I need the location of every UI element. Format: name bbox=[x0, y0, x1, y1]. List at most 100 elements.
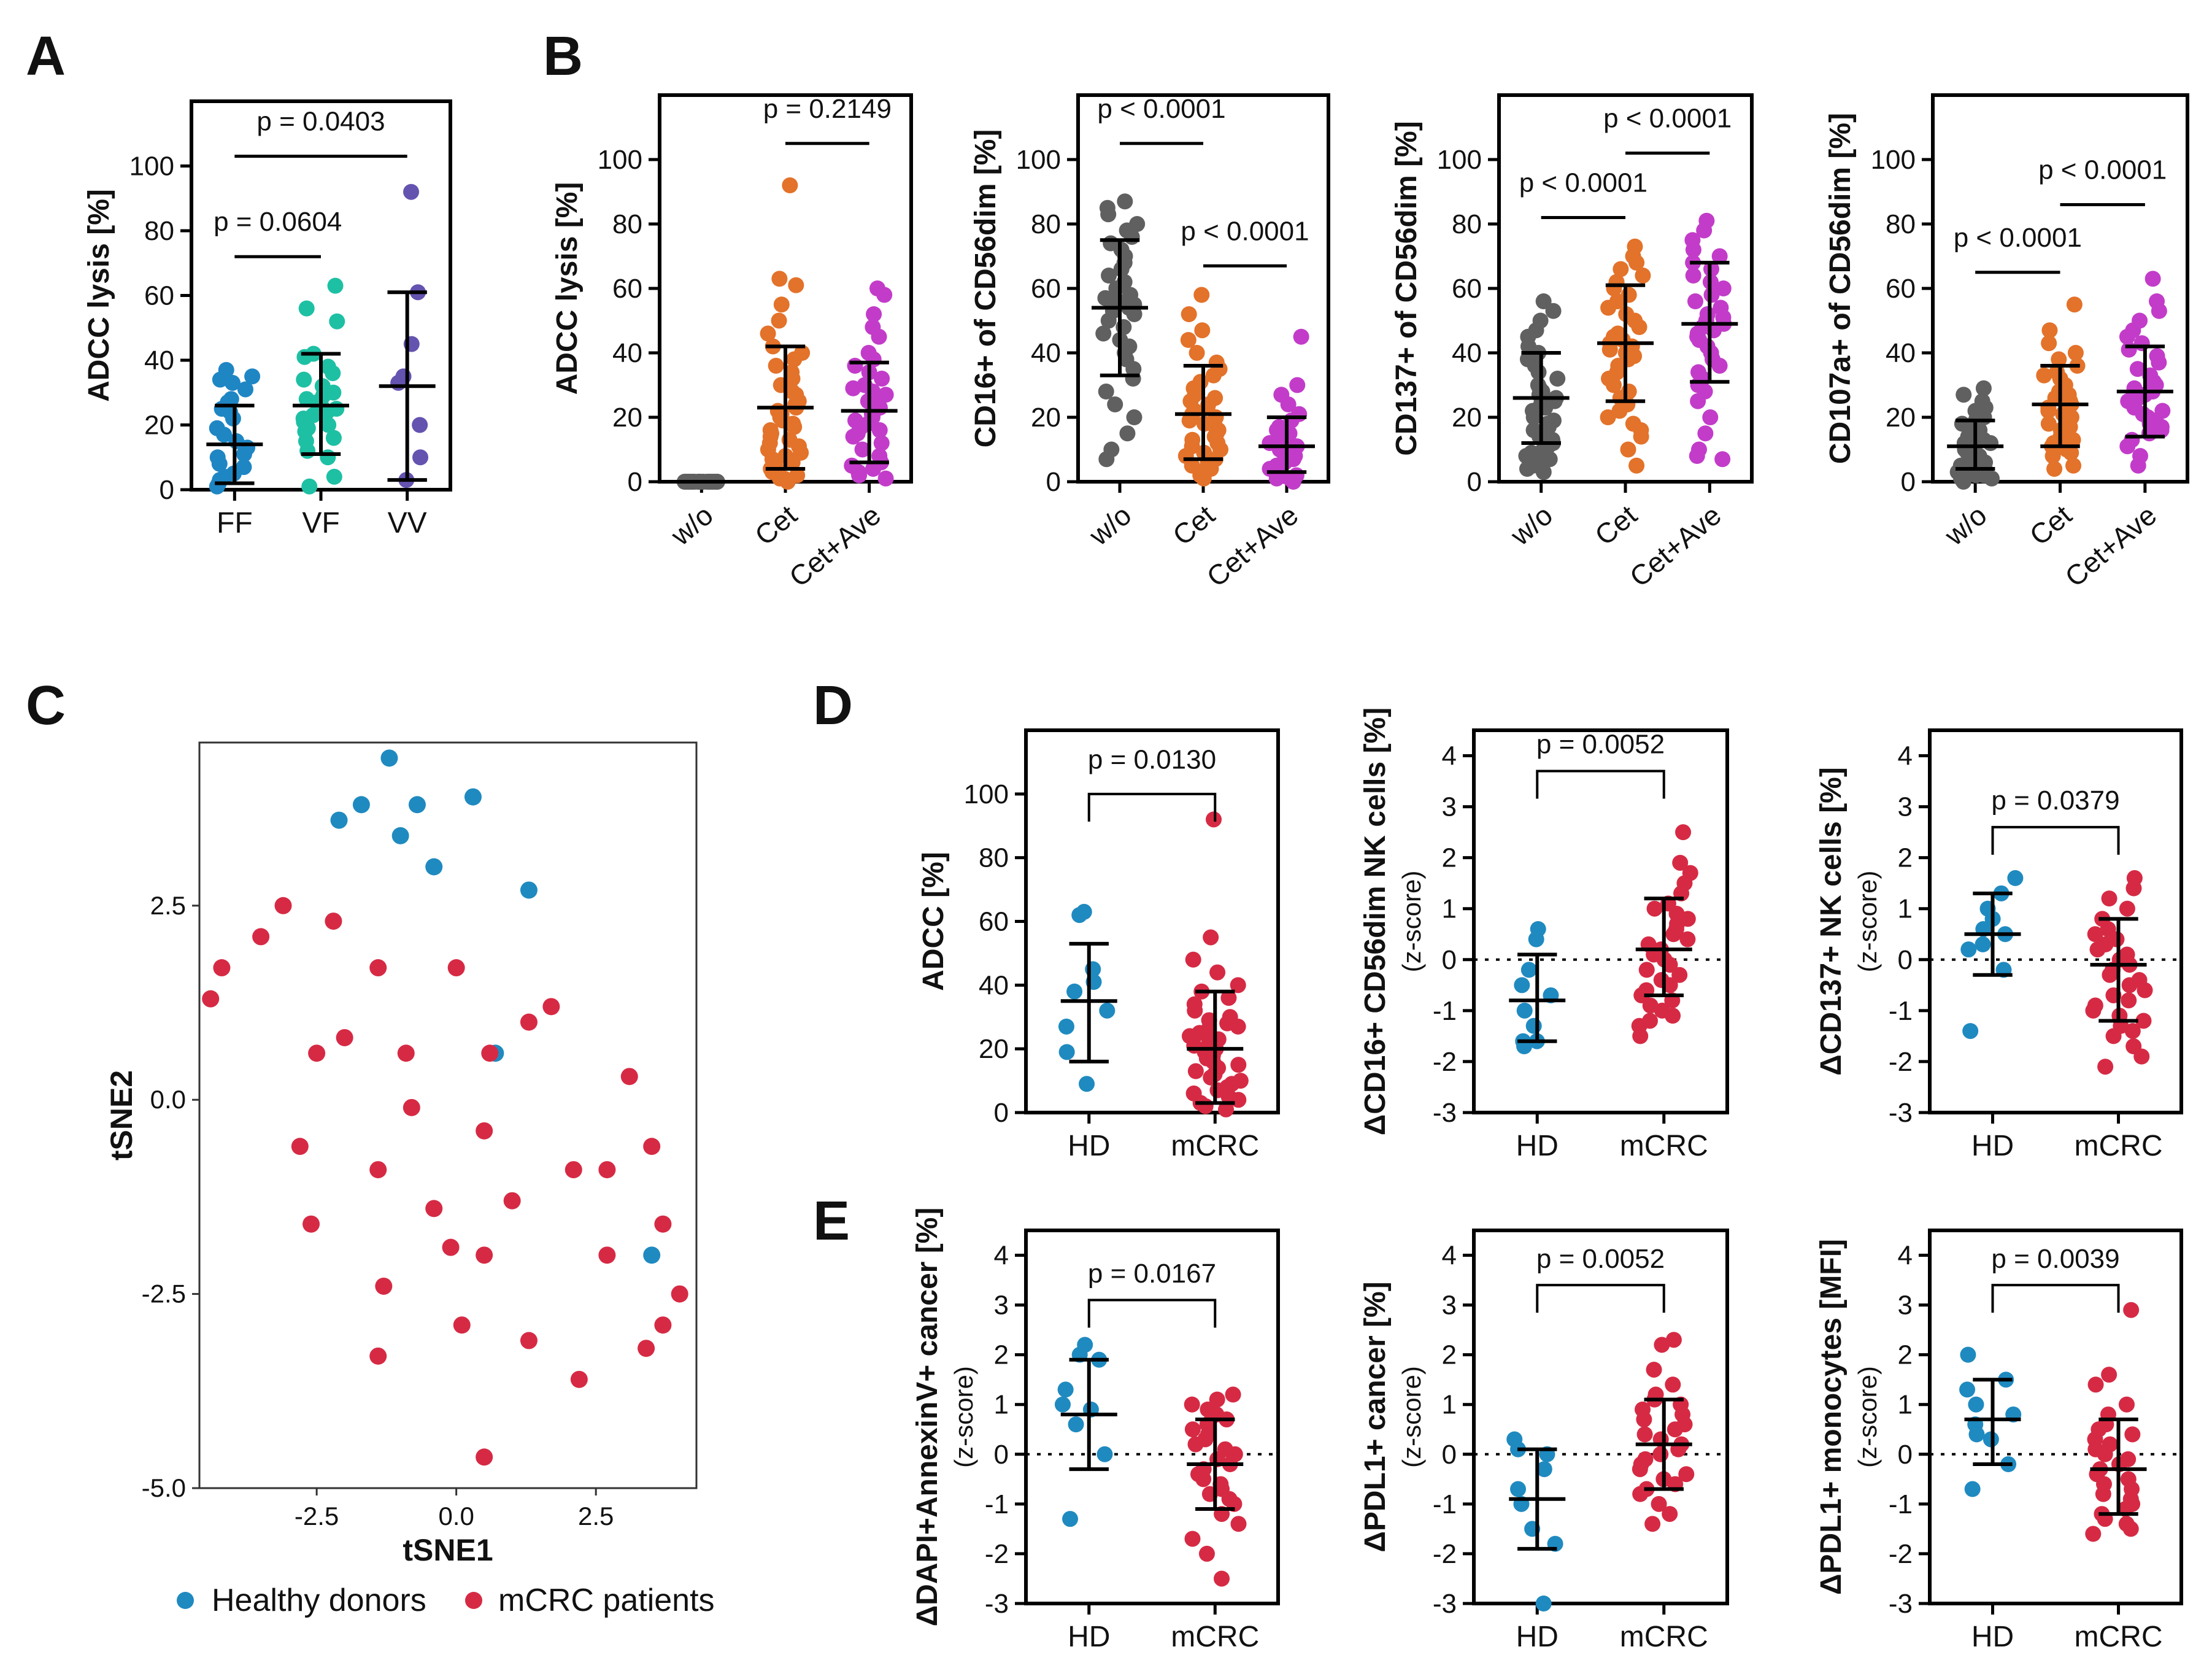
y-tick-label: 3 bbox=[994, 1291, 1009, 1321]
data-point bbox=[865, 461, 882, 477]
data-point bbox=[1665, 1332, 1682, 1348]
data-point bbox=[403, 1098, 420, 1116]
data-point bbox=[2119, 900, 2135, 917]
data-point bbox=[1519, 461, 1535, 477]
p-value-label: p = 0.0130 bbox=[1088, 744, 1216, 774]
y-axis-label: tSNE2 bbox=[104, 1070, 139, 1160]
y-tick-label: 100 bbox=[1871, 145, 1916, 175]
y-tick-label: 20 bbox=[612, 403, 642, 433]
data-point bbox=[453, 1316, 471, 1334]
x-tick-label: Cet+Ave bbox=[783, 499, 887, 593]
y-axis-label: ΔPDL1+ monocytes [MFI] bbox=[1815, 1239, 1848, 1595]
series-mCRC bbox=[202, 897, 688, 1466]
data-point bbox=[1620, 441, 1636, 458]
y-axis-label: ΔCD137+ NK cells [%] bbox=[1815, 767, 1848, 1076]
y-tick-label: 0 bbox=[1442, 1440, 1457, 1470]
data-point bbox=[520, 1332, 538, 1349]
y-axis-label: CD107a+ of CD56dim [%] bbox=[1824, 113, 1857, 464]
data-point bbox=[1715, 280, 1732, 296]
data-point bbox=[320, 417, 337, 433]
y-tick-label: 60 bbox=[144, 281, 174, 311]
data-point bbox=[786, 419, 803, 435]
data-point bbox=[1685, 268, 1701, 284]
y-tick-label: 2 bbox=[1442, 1340, 1457, 1370]
x-tick-label: Cet+Ave bbox=[2059, 499, 2162, 593]
y-tick-label: 20 bbox=[979, 1034, 1009, 1064]
data-point bbox=[1536, 1461, 1552, 1478]
data-point bbox=[2153, 422, 2170, 438]
x-tick-label: w/o bbox=[1504, 499, 1559, 552]
data-point bbox=[1198, 1545, 1215, 1562]
data-point bbox=[1054, 1396, 1071, 1413]
y-tick-label: 0 bbox=[1467, 467, 1482, 497]
y-tick-label: 80 bbox=[1452, 209, 1482, 239]
data-point bbox=[1525, 1017, 1542, 1034]
y-tick-label: 20 bbox=[1031, 403, 1061, 433]
data-point bbox=[871, 328, 887, 345]
data-point bbox=[598, 1161, 616, 1179]
data-point bbox=[1230, 1018, 1246, 1035]
significance-bracket bbox=[1536, 770, 1665, 799]
group-HD bbox=[1514, 920, 1559, 1055]
data-point bbox=[212, 371, 228, 388]
data-point bbox=[2041, 322, 2058, 339]
data-point bbox=[1983, 435, 1999, 451]
data-point bbox=[1117, 193, 1133, 210]
data-point bbox=[1549, 371, 1566, 387]
data-point bbox=[2125, 880, 2142, 897]
chart-D2: -3 -2 -1 0 1 2 3 4 ΔCD16+ CD56dim NK cells [%] (z… bbox=[1359, 708, 1729, 1162]
y-tick-label: 0.0 bbox=[150, 1085, 186, 1114]
chart-E2: -3 -2 -1 0 1 2 3 4 ΔPDL1+ cancer [%] (z-score) HD m… bbox=[1359, 1229, 1729, 1653]
data-point bbox=[1955, 474, 1971, 490]
y-tick-label: 3 bbox=[1898, 792, 1913, 822]
data-point bbox=[871, 422, 888, 438]
p-value-label: p < 0.0001 bbox=[1181, 216, 1309, 246]
data-point bbox=[369, 1161, 387, 1179]
data-point bbox=[1654, 1337, 1670, 1353]
y-tick-label: -3 bbox=[1889, 1589, 1913, 1619]
y-tick-label: 1 bbox=[1442, 894, 1457, 924]
data-point bbox=[2087, 1376, 2104, 1393]
data-point bbox=[1197, 1098, 1214, 1114]
data-point bbox=[1184, 1421, 1201, 1438]
group-mCRC bbox=[1631, 824, 1698, 1044]
y-tick-label: 60 bbox=[1452, 274, 1482, 304]
data-point bbox=[866, 306, 882, 322]
data-point bbox=[2066, 296, 2083, 313]
x-tick-label: Cet bbox=[1166, 499, 1220, 552]
p-value-label: p = 0.0604 bbox=[214, 207, 342, 237]
data-point bbox=[1289, 377, 1306, 393]
y-tick-label: -2 bbox=[1433, 1047, 1457, 1077]
p-value-label: p = 0.0167 bbox=[1088, 1259, 1216, 1289]
data-point bbox=[2135, 1013, 2152, 1029]
panel-label-c: C bbox=[26, 675, 66, 736]
x-tick-label: FF bbox=[217, 507, 253, 539]
data-point bbox=[2007, 870, 2024, 886]
data-point bbox=[1711, 248, 1728, 264]
data-point bbox=[237, 381, 253, 398]
data-point bbox=[643, 1138, 661, 1156]
chart-B2: 0 20 40 60 80 100 CD16+ of CD56dim [%] w/o CetCe… bbox=[969, 93, 1330, 593]
p-value-label: p < 0.0001 bbox=[2038, 155, 2167, 185]
group-Cet bbox=[2036, 296, 2086, 477]
x-tick-label: HD bbox=[1516, 1130, 1559, 1162]
data-point bbox=[1195, 1471, 1212, 1488]
y-tick-label: 40 bbox=[144, 345, 174, 376]
data-point bbox=[2041, 335, 2057, 352]
group-HD bbox=[1054, 1337, 1113, 1527]
data-point bbox=[1667, 1421, 1683, 1438]
data-point bbox=[1535, 293, 1552, 309]
data-point bbox=[397, 1044, 415, 1062]
data-point bbox=[1679, 931, 1696, 947]
data-point bbox=[308, 1044, 326, 1062]
data-point bbox=[375, 1277, 393, 1295]
data-point bbox=[1185, 951, 1201, 968]
data-point bbox=[1100, 206, 1117, 223]
p-value-label: p = 0.0052 bbox=[1536, 1244, 1665, 1274]
data-point bbox=[369, 1347, 387, 1365]
p-value-label: p < 0.0001 bbox=[1954, 223, 2082, 253]
data-point bbox=[1632, 1028, 1649, 1044]
